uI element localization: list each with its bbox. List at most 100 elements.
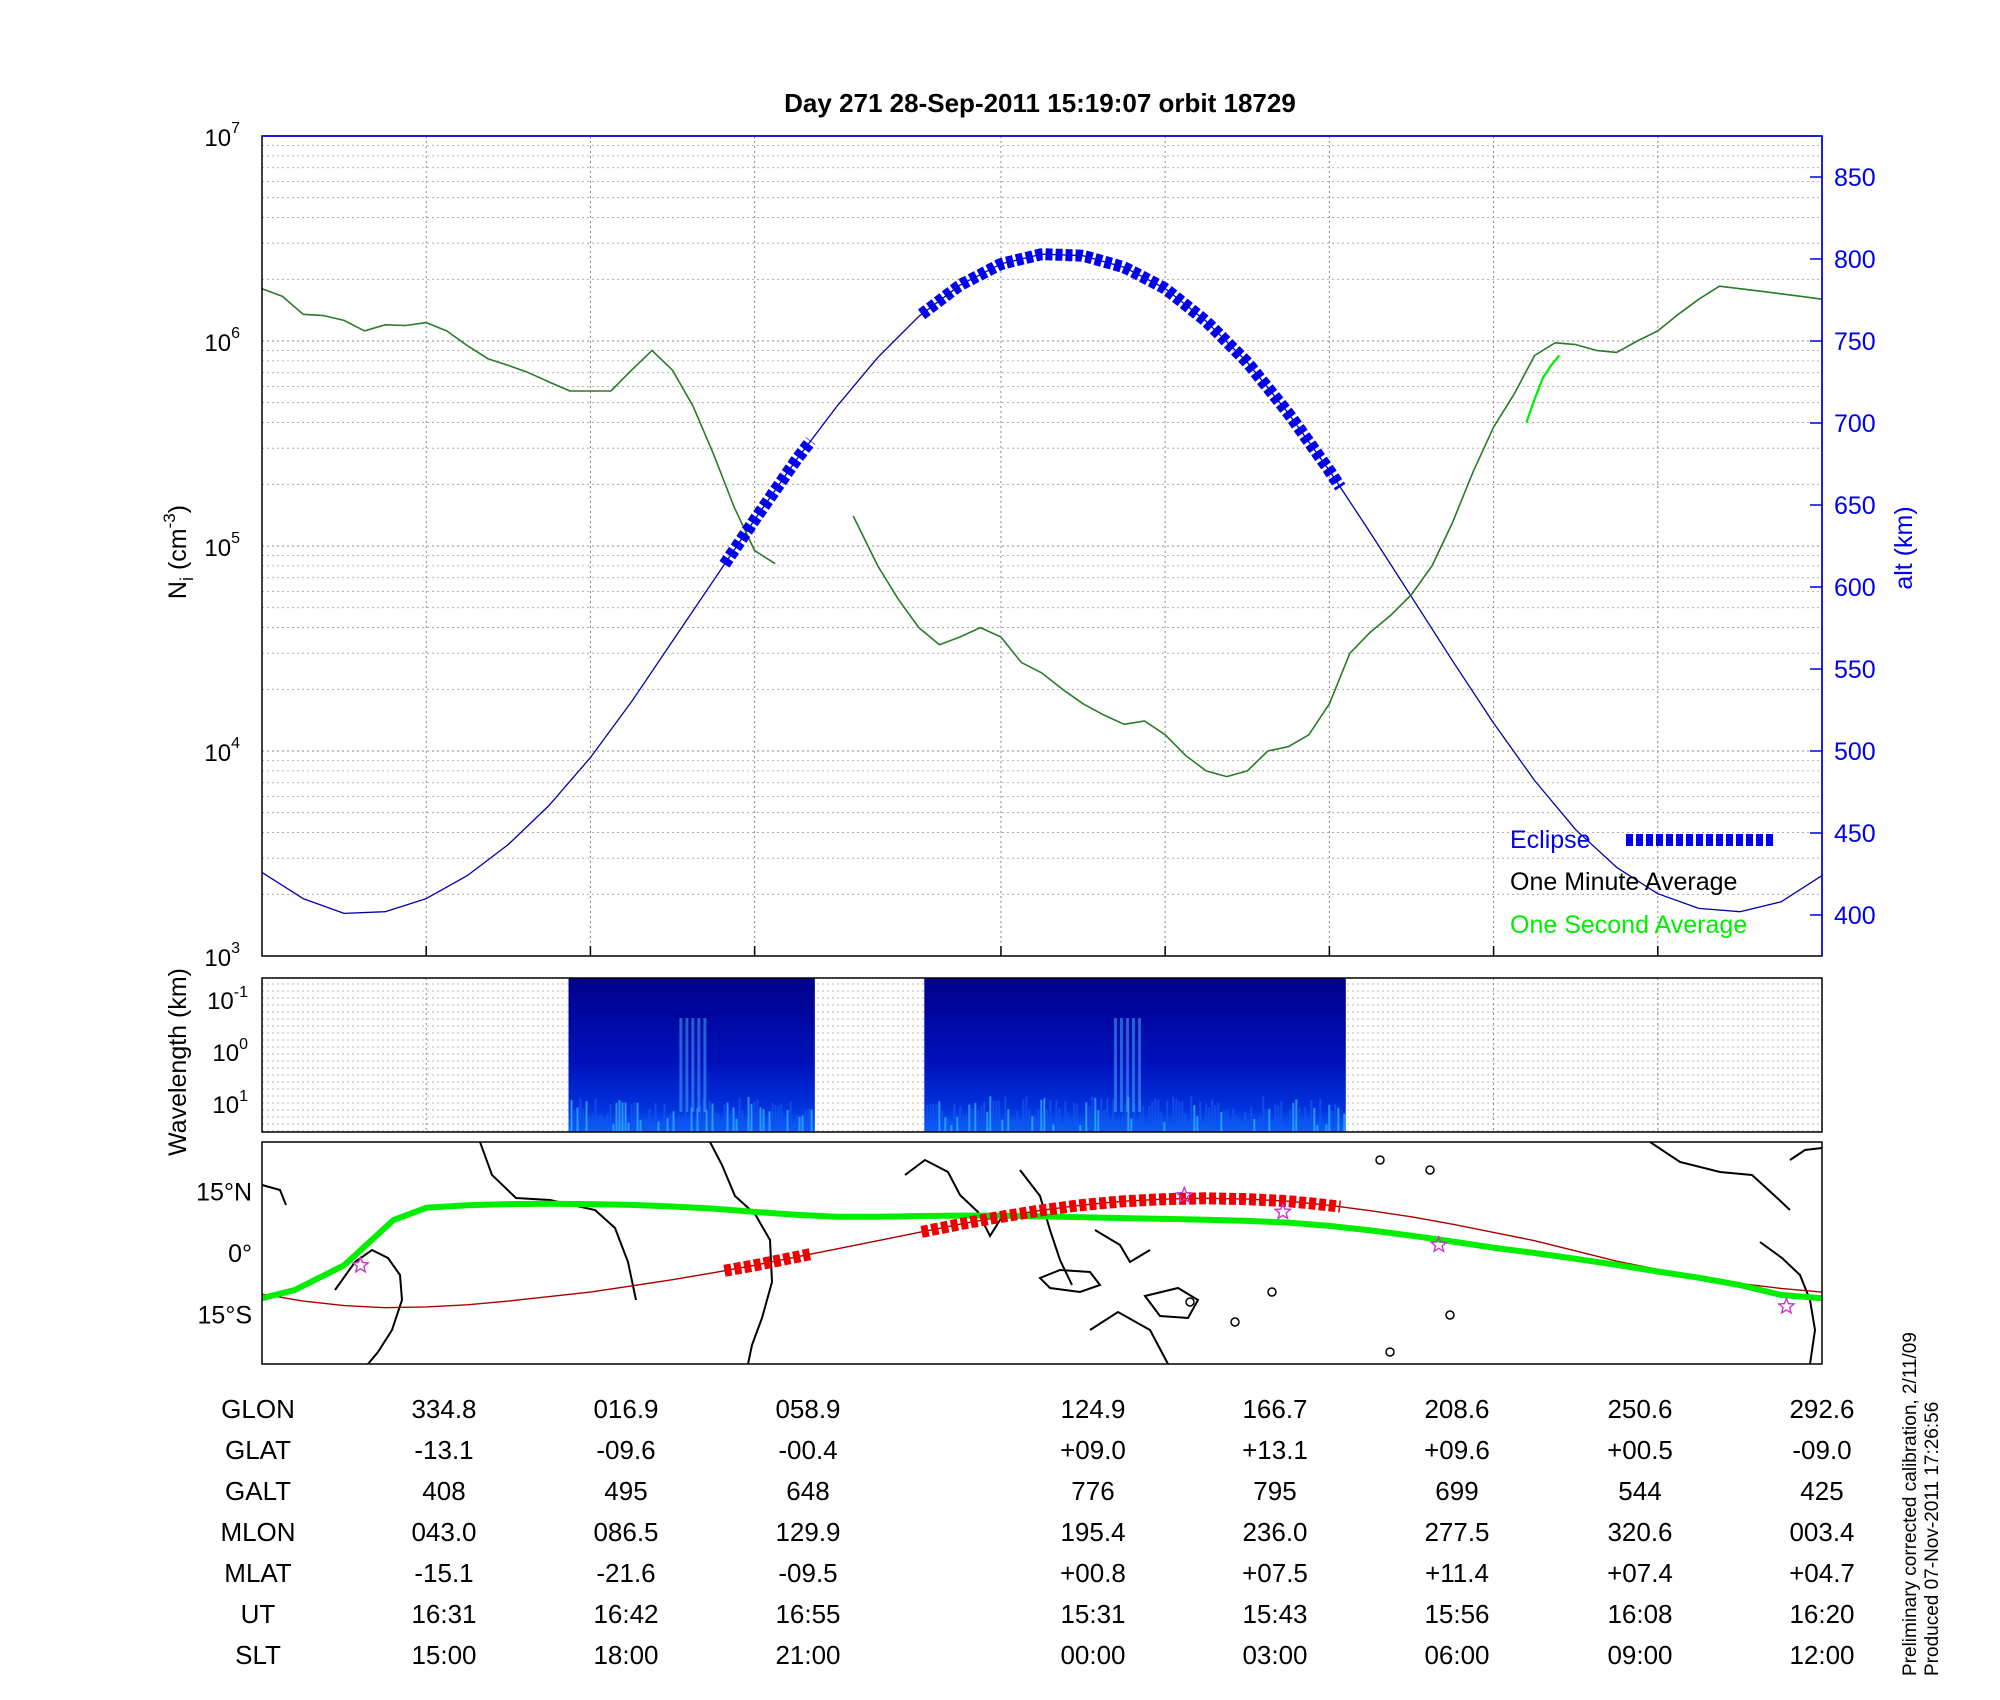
wavelength-tick-exp: -1	[234, 984, 248, 1001]
spectrogram-streak	[1061, 1124, 1064, 1132]
spectrogram-burst	[703, 1018, 707, 1112]
spectrogram-streak	[1181, 1101, 1184, 1132]
table-cell: 15:56	[1424, 1599, 1489, 1629]
spectrogram-streak	[762, 1109, 765, 1132]
coastline	[1143, 1286, 1200, 1320]
spectrogram-streak	[1256, 1121, 1259, 1132]
table-cell: 795	[1253, 1476, 1296, 1506]
spectrogram-streak	[1193, 1105, 1196, 1132]
spectrogram-streak	[585, 1101, 588, 1132]
density-y-axis-label: Ni (cm-3)	[160, 505, 197, 599]
spectrogram-streak	[974, 1103, 977, 1132]
coastline	[1038, 1268, 1102, 1294]
coastline	[1019, 1169, 1073, 1286]
table-cell: 699	[1435, 1476, 1478, 1506]
spectrogram-streak	[1262, 1096, 1265, 1132]
spectrogram-streak	[609, 1104, 612, 1132]
spectrogram-streak	[1235, 1115, 1238, 1132]
spectrogram-streak	[1325, 1124, 1328, 1132]
spectrogram-streak	[1088, 1105, 1091, 1132]
spectrogram-streak	[1298, 1107, 1301, 1132]
spectrogram-streak	[1094, 1097, 1097, 1132]
spectrogram-streak	[980, 1105, 983, 1132]
spectrogram-streak	[1130, 1118, 1133, 1132]
spectrogram-streak	[932, 1103, 935, 1132]
table-cell: 648	[786, 1476, 829, 1506]
spectrogram-streak	[759, 1107, 762, 1132]
spectrogram-streak	[594, 1098, 597, 1132]
coastline	[1789, 1147, 1823, 1161]
table-cell: 06:00	[1424, 1640, 1489, 1670]
spectrogram-burst	[1137, 1018, 1141, 1112]
spectrogram-streak	[1052, 1124, 1055, 1132]
spectrogram-streak	[1322, 1122, 1325, 1132]
spectrogram-streak	[1058, 1108, 1061, 1132]
legend-eclipse-label: Eclipse	[1510, 826, 1591, 854]
table-cell: -21.6	[596, 1558, 655, 1588]
spectrogram-streak	[696, 1107, 699, 1132]
wavelength-spectrogram	[568, 978, 1346, 1132]
wavelength-tick-base: 10	[212, 1040, 239, 1067]
spectrogram-streak	[962, 1114, 965, 1132]
spectrogram-streak	[678, 1114, 681, 1132]
wavelength-tick-exp: 0	[239, 1036, 248, 1053]
spectrogram-streak	[1244, 1112, 1247, 1132]
spectrogram-streak	[765, 1125, 768, 1132]
spectrogram-streak	[1004, 1096, 1007, 1132]
spectrogram-streak	[1013, 1119, 1016, 1132]
spectrogram-burst	[1125, 1018, 1129, 1112]
spectrogram-streak	[1025, 1096, 1028, 1132]
spectrogram-streak	[1106, 1098, 1109, 1132]
spectrogram-streak	[1016, 1111, 1019, 1132]
spectrogram-streak	[636, 1102, 639, 1132]
spectrogram-streak	[741, 1110, 744, 1132]
altitude-tick-label: 650	[1834, 492, 1876, 520]
spectrogram-streak	[926, 1105, 929, 1132]
table-cell: 086.5	[593, 1517, 658, 1547]
table-cell: 124.9	[1060, 1394, 1125, 1424]
density-legend: Eclipse One Minute Average One Second Av…	[1510, 826, 1776, 939]
spectrogram-streak	[995, 1100, 998, 1132]
table-cell: 21:00	[775, 1640, 840, 1670]
spectrogram-streak	[735, 1118, 738, 1132]
spectrogram-streak	[1304, 1106, 1307, 1132]
island	[1425, 1165, 1435, 1175]
spectrogram-streak	[1091, 1096, 1094, 1132]
wavelength-y-axis-label: Wavelength (km)	[164, 968, 192, 1156]
altitude-tick-label: 500	[1834, 738, 1876, 766]
density-tick-base: 10	[204, 535, 231, 562]
spectrogram-streak	[1157, 1099, 1160, 1132]
spectrogram-streak	[1151, 1102, 1154, 1132]
spectrogram-streak	[1178, 1101, 1181, 1132]
spectrogram-streak	[1238, 1118, 1241, 1132]
spectrogram-streak	[615, 1103, 618, 1132]
spectrogram-streak	[1226, 1109, 1229, 1132]
table-cell: 195.4	[1060, 1517, 1125, 1547]
eclipse-segment	[719, 437, 816, 568]
spectrogram-streak	[630, 1104, 633, 1132]
coastline	[1089, 1310, 1169, 1365]
spectrogram-streak	[603, 1119, 606, 1132]
spectrogram-streak	[576, 1107, 579, 1132]
spectrogram-streak	[959, 1106, 962, 1132]
spectrogram-streak	[1034, 1115, 1037, 1132]
table-cell: -13.1	[414, 1435, 473, 1465]
spectrogram-streak	[795, 1114, 798, 1132]
spectrogram-streak	[1145, 1124, 1148, 1132]
spectrogram-streak	[1292, 1102, 1295, 1132]
spectrogram-streak	[588, 1116, 591, 1132]
spectrogram-streak	[1133, 1103, 1136, 1132]
one-minute-line	[261, 287, 776, 565]
spectrogram-streak	[663, 1103, 666, 1132]
table-cell: 16:42	[593, 1599, 658, 1629]
table-cell: 250.6	[1607, 1394, 1672, 1424]
legend-one-minute-label: One Minute Average	[1510, 868, 1737, 896]
map-lat-tick-label: 15°N	[196, 1178, 252, 1206]
table-row-label: MLON	[220, 1517, 295, 1547]
spectrogram-streak	[774, 1105, 777, 1132]
spectrogram-streak	[1121, 1115, 1124, 1132]
coastline	[1094, 1229, 1151, 1264]
spectrogram-streak	[1295, 1099, 1298, 1132]
spectrogram-streak	[1286, 1125, 1289, 1132]
